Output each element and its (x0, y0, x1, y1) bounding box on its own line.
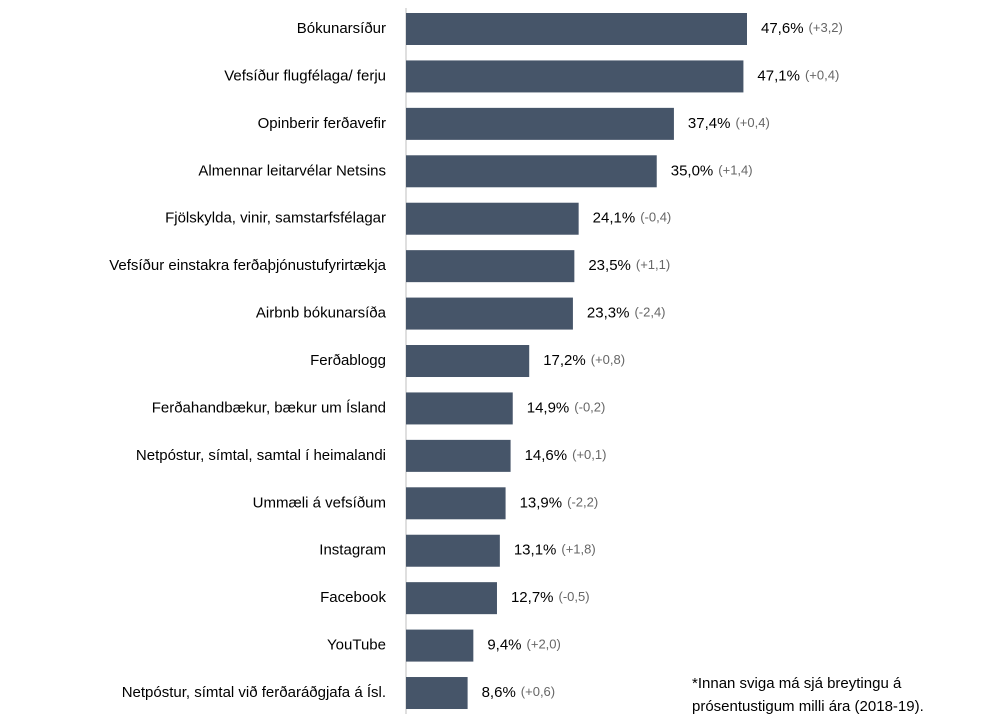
category-label: Airbnb bókunarsíða (256, 305, 387, 322)
bar (406, 107, 674, 140)
value-label: 14,6% (525, 447, 568, 464)
value-label: 47,6% (761, 20, 804, 37)
value-label-group: 47,6% (+3,2) (761, 20, 843, 37)
value-label: 14,9% (527, 399, 570, 416)
bar (406, 250, 575, 283)
value-label: 35,0% (671, 162, 714, 179)
bar (406, 345, 530, 378)
value-label-group: 35,0% (+1,4) (671, 162, 753, 179)
bar (406, 60, 744, 93)
value-label: 24,1% (593, 210, 636, 227)
bar (406, 487, 506, 520)
bar (406, 629, 474, 662)
category-label: Opinberir ferðavefir (258, 115, 386, 132)
value-label-group: 9,4% (+2,0) (487, 637, 561, 654)
change-label: (-2,4) (634, 305, 665, 320)
category-label: Vefsíður einstakra ferðaþjónustufyrirtæk… (109, 257, 386, 274)
category-label: YouTube (327, 637, 386, 654)
value-label-group: 17,2% (+0,8) (543, 352, 625, 369)
change-label: (+2,0) (527, 637, 561, 652)
value-label: 47,1% (757, 67, 800, 84)
value-label: 17,2% (543, 352, 586, 369)
bar (406, 297, 573, 330)
category-label: Instagram (319, 542, 386, 559)
value-label-group: 24,1% (-0,4) (593, 210, 672, 227)
value-label: 8,6% (482, 684, 516, 701)
value-label-group: 12,7% (-0,5) (511, 589, 590, 606)
note: *Innan sviga má sjá breytingu á (692, 675, 902, 692)
bar (406, 582, 497, 615)
bar (406, 155, 657, 188)
category-label: Facebook (320, 589, 386, 606)
category-label: Ferðahandbækur, bækur um Ísland (152, 399, 386, 416)
bar (406, 392, 513, 425)
value-label-group: 23,5% (+1,1) (588, 257, 670, 274)
value-label: 13,9% (520, 494, 563, 511)
value-label: 23,3% (587, 305, 630, 322)
change-label: (+1,4) (718, 163, 752, 178)
value-label-group: 8,6% (+0,6) (482, 684, 556, 701)
category-label: Ummæli á vefsíðum (253, 494, 386, 511)
change-label: (-0,2) (574, 400, 605, 415)
change-label: (+1,8) (561, 542, 595, 557)
bar (406, 534, 500, 567)
value-label-group: 14,9% (-0,2) (527, 399, 606, 416)
bar (406, 439, 511, 472)
value-label-group: 13,9% (-2,2) (520, 494, 599, 511)
category-label: Netpóstur, símtal við ferðaráðgjafa á Ís… (122, 684, 386, 701)
change-label: (-0,4) (640, 210, 671, 225)
value-label: 37,4% (688, 115, 731, 132)
change-label: (-0,5) (559, 590, 590, 605)
value-label: 12,7% (511, 589, 554, 606)
category-label: Ferðablogg (310, 352, 386, 369)
change-label: (+0,8) (591, 352, 625, 367)
category-label: Almennar leitarvélar Netsins (198, 162, 386, 179)
value-label-group: 23,3% (-2,4) (587, 305, 666, 322)
value-label-group: 14,6% (+0,1) (525, 447, 607, 464)
value-label: 9,4% (487, 637, 521, 654)
category-label: Netpóstur, símtal, samtal í heimalandi (136, 447, 386, 464)
category-label: Fjölskylda, vinir, samstarfsfélagar (165, 210, 386, 227)
value-label: 13,1% (514, 542, 557, 559)
value-label: 23,5% (588, 257, 631, 274)
change-label: (-2,2) (567, 495, 598, 510)
value-label-group: 47,1% (+0,4) (757, 67, 839, 84)
bar (406, 677, 468, 710)
change-label: (+0,4) (735, 115, 769, 130)
note: prósentustigum milli ára (2018-19). (692, 698, 924, 715)
value-label-group: 13,1% (+1,8) (514, 542, 596, 559)
bar (406, 13, 747, 45)
change-label: (+1,1) (636, 258, 670, 273)
change-label: (+0,1) (572, 447, 606, 462)
change-label: (+3,2) (809, 20, 843, 35)
change-label: (+0,6) (521, 684, 555, 699)
value-label-group: 37,4% (+0,4) (688, 115, 770, 132)
bar (406, 202, 579, 235)
change-label: (+0,4) (805, 68, 839, 83)
category-label: Vefsíður flugfélaga/ ferju (224, 67, 386, 84)
category-label: Bókunarsíður (297, 20, 386, 37)
